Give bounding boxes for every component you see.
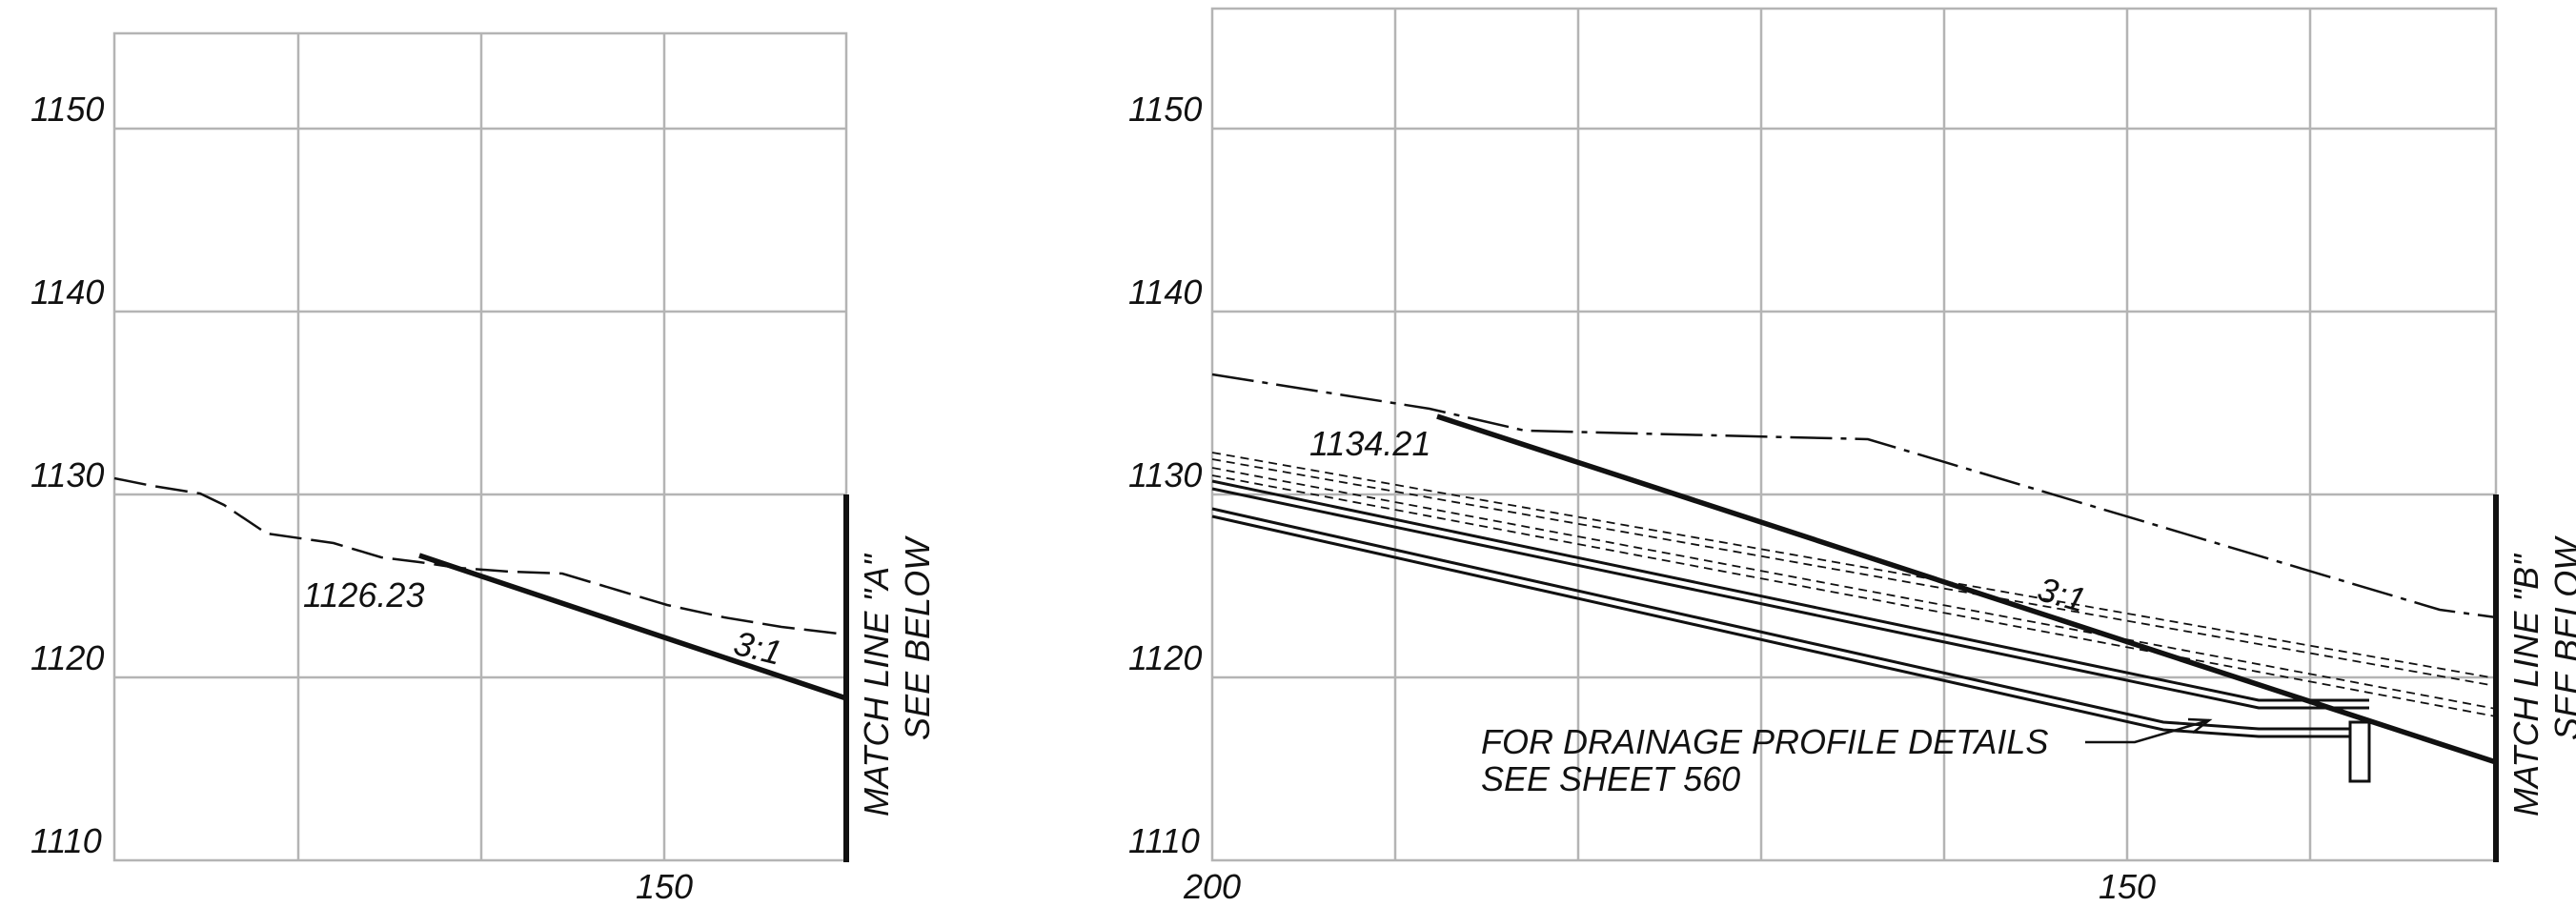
panel-b-utility-line xyxy=(1211,467,2497,710)
panel-a-existing-ground-line xyxy=(113,476,847,636)
panel-b-drainage-structure xyxy=(2348,720,2371,783)
panel-b-match-line-note: SEE BELOW xyxy=(2547,535,2576,740)
panel-b-drainage-pipe-lower xyxy=(1211,507,2369,731)
panel-a-y-tick: 1110 xyxy=(30,821,102,860)
panel-a-y-tick: 1150 xyxy=(30,90,104,129)
profile-panel-a: 1150 1140 1130 1120 1110 150 1126.23 3:1… xyxy=(30,31,937,906)
panel-a-slope-label: 3:1 xyxy=(730,623,785,673)
panel-b-drainage-pipe-upper xyxy=(1211,487,2369,710)
panel-b-utility-line xyxy=(1211,458,2497,687)
panel-b-y-tick: 1120 xyxy=(1128,638,1202,677)
panel-b-utility-line xyxy=(1211,452,2497,679)
panel-a-match-line-label: MATCH LINE "A" xyxy=(857,553,896,816)
panel-b-drainage-note-line1: FOR DRAINAGE PROFILE DETAILS xyxy=(1481,722,2048,761)
panel-b-utility-line xyxy=(1211,474,2497,717)
panel-a-x-tick: 150 xyxy=(636,867,693,906)
panel-a-elevation-label: 1126.23 xyxy=(303,575,424,615)
panel-b-x-tick: 150 xyxy=(2099,867,2156,906)
panel-b-drainage-pipe-lower xyxy=(1211,514,2369,738)
panel-b-y-tick: 1130 xyxy=(1128,455,1202,494)
panel-b-y-tick: 1110 xyxy=(1128,821,1200,860)
panel-b-grid xyxy=(1210,7,2498,862)
panel-a-proposed-slope-line xyxy=(418,553,847,701)
panel-a-y-tick: 1130 xyxy=(30,455,104,494)
panel-a-grid xyxy=(112,31,848,862)
panel-a-y-tick: 1140 xyxy=(30,272,104,312)
panel-b-note-arrowhead xyxy=(2187,717,2213,734)
panel-b-drainage-pipe-upper xyxy=(1211,479,2369,702)
panel-b-note-leader-arrow xyxy=(2085,718,2210,744)
panel-b-x-tick: 200 xyxy=(1183,867,1241,906)
panel-b-proposed-slope-line xyxy=(1436,413,2497,765)
panel-b-y-tick: 1150 xyxy=(1128,90,1202,129)
profile-panel-b: 1150 1140 1130 1120 1110 200 150 1134.21… xyxy=(1128,7,2576,906)
panel-b-match-line-label: MATCH LINE "B" xyxy=(2506,553,2546,816)
panel-a-y-tick: 1120 xyxy=(30,638,104,677)
panel-b-drainage-note-line2: SEE SHEET 560 xyxy=(1481,759,1740,798)
panel-b-elevation-label: 1134.21 xyxy=(1309,424,1430,463)
panel-b-existing-ground-line xyxy=(1211,373,2497,619)
panel-a-match-line-note: SEE BELOW xyxy=(898,535,937,740)
panel-b-y-tick: 1140 xyxy=(1128,272,1202,312)
